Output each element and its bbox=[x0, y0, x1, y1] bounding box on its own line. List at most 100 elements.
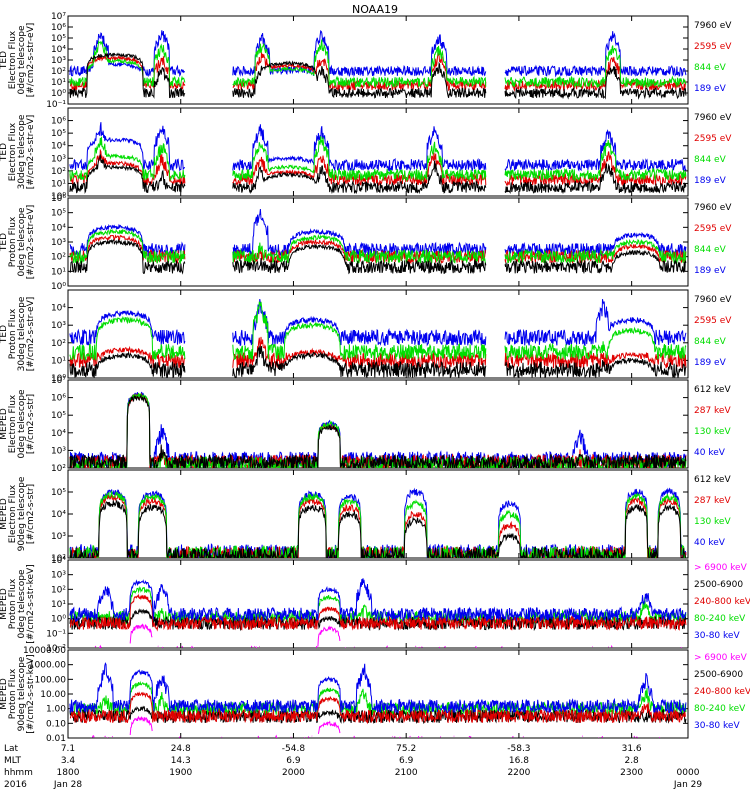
time-label: 0000 bbox=[677, 768, 700, 778]
y-tick-label: 10⁴ bbox=[51, 304, 66, 314]
series-7960-ev bbox=[69, 52, 687, 100]
y-axis-label: MEPEDElectron Flux90deg telescope[#/cm2-… bbox=[0, 476, 36, 551]
series-189-ev bbox=[69, 298, 687, 347]
y-tick-label: 10⁴ bbox=[51, 510, 66, 520]
y-axis-label-line: 0deg telescope bbox=[17, 207, 27, 277]
x-row-label: MLT bbox=[4, 756, 22, 766]
legend-entry: 287 keV bbox=[694, 496, 731, 506]
y-axis-label: TEDProton Flux30deg telescope[#/cm2-s-st… bbox=[0, 296, 36, 371]
legend-entry: 2595 eV bbox=[694, 224, 732, 234]
series-7960-ev bbox=[69, 238, 687, 275]
y-axis-label-line: 30deg telescope bbox=[17, 296, 27, 371]
legend-entry: 844 eV bbox=[694, 337, 727, 347]
legend-entry: 80-240 keV bbox=[694, 704, 746, 714]
legend-entry: > 6900 keV bbox=[694, 653, 748, 663]
y-tick-label: 10⁰ bbox=[51, 282, 66, 292]
y-tick-label: 10⁰ bbox=[51, 615, 66, 625]
mlt-value: 14.3 bbox=[171, 756, 191, 766]
mlt-value: 6.9 bbox=[399, 756, 414, 766]
y-axis-label-line: TED bbox=[0, 233, 9, 252]
y-tick-label: 10³ bbox=[51, 56, 66, 66]
legend-entry: 30-80 keV bbox=[694, 631, 740, 641]
legend-entry: 7960 eV bbox=[694, 295, 732, 305]
x-row-label: Lat bbox=[4, 744, 19, 754]
legend-entry: 844 eV bbox=[694, 245, 727, 255]
y-axis-label-line: 0deg telescope bbox=[17, 569, 27, 639]
y-tick-label: 10⁶ bbox=[51, 194, 66, 204]
panel-frame bbox=[67, 107, 689, 197]
y-axis-label-line: Proton Flux bbox=[8, 668, 18, 719]
y-tick-label: 10⁶ bbox=[51, 394, 66, 404]
y-axis-label-line: MEPED bbox=[0, 588, 9, 620]
legend-entry: 240-800 keV bbox=[694, 687, 750, 697]
series-189-ev bbox=[69, 122, 687, 173]
y-tick-label: 1.00 bbox=[46, 705, 66, 715]
y-tick-label: 100.00 bbox=[35, 675, 67, 685]
y-tick-label: 10⁴ bbox=[51, 429, 66, 439]
series-7960-ev bbox=[69, 345, 687, 378]
y-axis-label-line: [#/cm2-s-str-eV] bbox=[26, 23, 36, 98]
y-tick-label: 10² bbox=[51, 554, 66, 564]
time-label: 2000 bbox=[282, 768, 305, 778]
series-240-800-kev bbox=[69, 593, 687, 632]
legend-entry: 189 eV bbox=[694, 84, 727, 94]
y-tick-label: 10² bbox=[51, 464, 66, 474]
y-tick-label: 10⁴ bbox=[51, 556, 66, 566]
legend-entry: 40 keV bbox=[694, 448, 726, 458]
legend-entry: 287 keV bbox=[694, 406, 731, 416]
legend-entry: 2595 eV bbox=[694, 42, 732, 52]
y-tick-label: 10⁵ bbox=[51, 488, 66, 498]
legend-entry: 612 keV bbox=[694, 475, 731, 485]
y-axis-label-line: [#/cm2-s-str-eV] bbox=[26, 115, 36, 190]
y-tick-label: 10⁵ bbox=[51, 209, 66, 219]
date-label: Jan 28 bbox=[53, 780, 82, 790]
mlt-value: 3.4 bbox=[61, 756, 76, 766]
y-axis-label: TEDElectron Flux30deg telescope[#/cm2-s-… bbox=[0, 114, 36, 189]
y-tick-label: 10⁷ bbox=[51, 12, 66, 22]
y-axis-label: MEPEDProton Flux90deg telescope[#/cm2-s-… bbox=[0, 654, 36, 733]
legend-entry: 189 eV bbox=[694, 358, 727, 368]
y-axis-label: TEDProton Flux0deg telescope[#/cm2-s-str… bbox=[0, 205, 36, 280]
series-612-kev bbox=[69, 394, 687, 468]
legend-entry: 189 eV bbox=[694, 266, 727, 276]
panel-6: 10² 10³ 10⁴ 10⁵ MEPEDElectron Flux90deg tele… bbox=[0, 469, 731, 564]
y-axis-label-line: MEPED bbox=[0, 678, 9, 710]
lat-value: 31.6 bbox=[622, 744, 642, 754]
y-tick-label: 10⁶ bbox=[51, 23, 66, 33]
x-axis-annotation: Lat MLT hhmm 2016 7.1 3.4 1800 Jan 28 24.8 14.3 19… bbox=[4, 744, 702, 790]
legend-entry: 80-240 keV bbox=[694, 614, 746, 624]
y-axis-label-line: 90deg telescope bbox=[17, 476, 27, 551]
y-axis-label-line: Proton Flux bbox=[8, 308, 18, 359]
mlt-value: 2.8 bbox=[624, 756, 639, 766]
y-axis-label-line: [#/cm2-s-str-eV] bbox=[26, 297, 36, 372]
y-tick-label: 10³ bbox=[51, 154, 66, 164]
legend-entry: 2595 eV bbox=[694, 316, 732, 326]
series-844-ev bbox=[69, 39, 687, 89]
y-tick-label: 10⁻¹ bbox=[46, 629, 66, 639]
y-axis-label-line: Proton Flux bbox=[8, 216, 18, 267]
legend-entry: > 6900 keV bbox=[694, 563, 748, 573]
legend-entry: 844 eV bbox=[694, 63, 727, 73]
y-tick-label: 10⁰ bbox=[51, 192, 66, 202]
panel-3: 10⁰ 10¹ 10² 10³ 10⁴ 10⁵ 10⁶ TEDProton Flux0deg … bbox=[0, 194, 732, 292]
y-tick-label: 10⁵ bbox=[51, 411, 66, 421]
legend-entry: 240-800 keV bbox=[694, 597, 750, 607]
y-axis-label-line: [#/cm2-s-str] bbox=[26, 394, 36, 454]
panel-frame bbox=[67, 559, 689, 649]
series-7960-ev bbox=[69, 154, 687, 195]
legend-entry: 7960 eV bbox=[694, 21, 732, 31]
legend-entry: 2500-6900 bbox=[694, 670, 743, 680]
y-axis-label-line: Electron Flux bbox=[8, 30, 18, 89]
legend-entry: 189 eV bbox=[694, 176, 727, 186]
y-tick-label: 10¹ bbox=[51, 267, 66, 277]
y-tick-label: 0.01 bbox=[46, 734, 66, 744]
y-axis-label-line: MEPED bbox=[0, 408, 9, 440]
time-label: 1900 bbox=[169, 768, 192, 778]
lat-value: 7.1 bbox=[61, 744, 75, 754]
y-axis-label-line: [#/cm2-s-str-eV] bbox=[26, 205, 36, 280]
legend-entry: 130 keV bbox=[694, 427, 731, 437]
y-axis-label-line: [#/cm2-s-str] bbox=[26, 484, 36, 544]
y-tick-label: 10³ bbox=[51, 571, 66, 581]
legend-entry: 7960 eV bbox=[694, 113, 732, 123]
